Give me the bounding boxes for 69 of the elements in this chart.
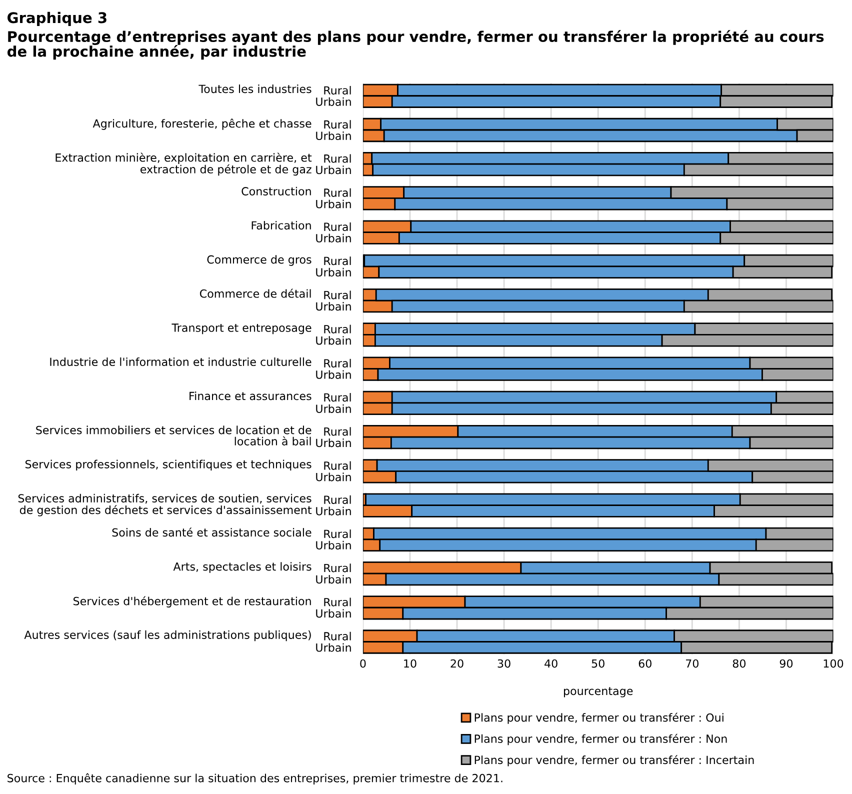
x-tick-label: 80 [732,659,746,668]
y-tick-label: Rural [324,393,351,402]
y-tick-label: Urbain [316,234,351,242]
y-tick-label: Urbain [316,438,351,448]
y-tick-label: Urbain [316,131,351,140]
y-tick-label: Rural [324,632,351,640]
y-tick-label: Urbain [316,574,351,584]
text: Agriculture, foresterie, pêche et chasse [92,118,312,130]
y-tick-label: Urbain [316,166,351,174]
text: Extraction minière, exploitation en carrière, et extraction de pétrole et de gaz [56,152,312,176]
x-tick-label: 10 [404,659,416,668]
x-tick-label: 60 [638,659,652,668]
legend-label: Plans pour vendre, fermer ou transférer : Oui [474,712,724,724]
y-tick-label: Urbain [316,609,351,618]
x-tick-label: 20 [450,659,464,668]
text: Arts, spectacles et loisirs [173,562,312,573]
text: Soins de santé et assistance sociale [112,528,312,537]
text: Services professionnels, scientifiques et techniques [25,460,312,471]
y-tick-label: Urbain [316,97,351,106]
x-axis-title: pourcentage [564,687,633,698]
y-tick-label: Rural [324,324,351,334]
y-tick-label: Rural [324,564,351,572]
y-tick-label: Urbain [316,643,351,652]
y-tick-label: Urbain [316,200,351,208]
y-tick-label: Rural [324,290,351,300]
x-tick-label: 90 [780,659,793,668]
legend-label: Plans pour vendre, fermer ou transférer : Non [474,734,727,746]
y-tick-label: Rural [324,222,351,232]
text: Commerce de gros [207,255,312,266]
text: Finance et assurances [190,392,312,400]
source-note: Source : Enquête canadienne sur la situation des entreprises, premier trimestre de 2021. [8,773,502,784]
y-tick-label: Rural [324,461,351,470]
x-tick-label: 70 [686,659,698,668]
text: Toutes les industries [198,84,312,94]
x-tick-label: 100 [824,659,844,668]
text: Services administratifs, services de soutien, services de gestion des déchets et services d'assainissement [18,494,312,516]
y-tick-label: Urbain [316,472,351,482]
text: Transport et entreposage [172,324,312,334]
y-tick-label: Rural [324,188,351,197]
y-tick-label: Urbain [316,540,351,550]
y-tick-label: Urbain [316,506,351,516]
text: Services d'hébergement et de restauration [73,596,311,608]
y-tick-label: Rural [324,154,351,163]
y-tick-label: Rural [324,86,351,95]
text: Commerce de détail [200,288,311,298]
x-tick-label: 0 [360,659,366,668]
text: Autres services (sauf les administrations publiques) [24,630,311,642]
y-tick-label: Urbain [316,268,351,277]
y-tick-label: Rural [324,427,351,436]
y-tick-label: Rural [324,495,351,504]
y-tick-label: Rural [324,598,351,606]
y-tick-label: Urbain [316,302,351,311]
y-tick-label: Urbain [316,404,351,413]
x-tick-label: 40 [544,659,558,668]
text: Graphique 3 [8,12,106,26]
text: Fabrication [252,220,311,230]
chart-subtitle: Pourcentage d’entreprises ayant des plans pour vendre, fermer ou transférer la propriété au cours de la prochaine année, par industrie [7,30,824,60]
y-tick-label: Rural [324,256,351,266]
text: Industrie de l'information et industrie culturelle [50,357,312,366]
x-tick-label: 30 [498,659,510,668]
y-tick-label: Rural [324,529,351,538]
y-tick-label: Rural [324,120,351,129]
text: Construction [242,186,311,196]
y-tick-label: Rural [324,358,351,368]
legend-label: Plans pour vendre, fermer ou transférer : Incertain [474,755,754,766]
text: Services immobiliers et services de location et de location à bail [36,426,312,446]
y-tick-label: Urbain [316,336,351,345]
x-tick-label: 50 [592,659,604,668]
y-tick-label: Urbain [316,370,351,379]
